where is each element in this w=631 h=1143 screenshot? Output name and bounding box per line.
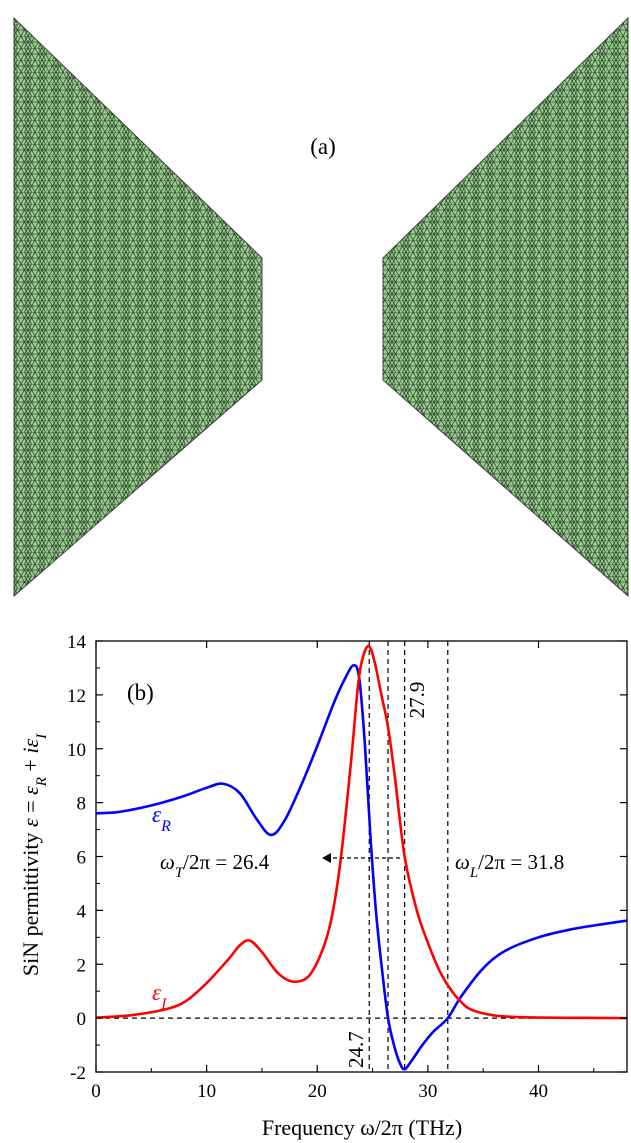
vline-label-27-9: 27.9 (405, 682, 429, 719)
y-axis-title: SiN permittivity ε = εR + iεI (18, 733, 50, 976)
x-axis-ticks: 0 10 20 30 40 (91, 641, 595, 1102)
series-line-eps-r (95, 663, 628, 1071)
series-label-eps-i: εI (152, 980, 167, 1013)
y-tick-label: 14 (67, 632, 87, 653)
panel-b-label: (b) (127, 680, 154, 705)
y-tick-label: 2 (77, 955, 87, 976)
series-line-eps-i (95, 644, 628, 1020)
x-tick-label: 40 (529, 1081, 548, 1102)
omega-t-annotation: ωT/2π = 26.4 (160, 850, 270, 881)
left-electrode-mesh-lines (14, 18, 262, 596)
series-label-eps-r: εR (152, 802, 171, 835)
y-tick-label: -2 (70, 1063, 86, 1084)
y-tick-label: 4 (77, 901, 87, 922)
y-axis-ticks: -2 0 2 4 6 8 10 12 14 (67, 632, 627, 1084)
y-tick-label: 10 (67, 740, 86, 761)
x-tick-label: 20 (308, 1081, 327, 1102)
omega-l-annotation: ωL/2π = 31.8 (455, 850, 564, 881)
vline-label-24-7: 24.7 (344, 1031, 368, 1068)
right-electrode-mesh-lines (383, 18, 628, 596)
y-tick-label: 8 (77, 794, 87, 815)
y-tick-label: 0 (77, 1009, 87, 1030)
x-tick-label: 10 (197, 1081, 216, 1102)
omega-t-arrow (322, 853, 400, 863)
x-tick-label: 30 (418, 1081, 437, 1102)
x-axis-title: Frequency ω/2π (THz) (262, 1115, 462, 1140)
series-group (95, 644, 628, 1071)
panel-a-label: (a) (310, 134, 336, 159)
panel-a: (a) (13, 16, 629, 598)
x-tick-label: 0 (91, 1081, 101, 1102)
y-tick-label: 12 (67, 686, 86, 707)
y-tick-label: 6 (77, 848, 87, 869)
